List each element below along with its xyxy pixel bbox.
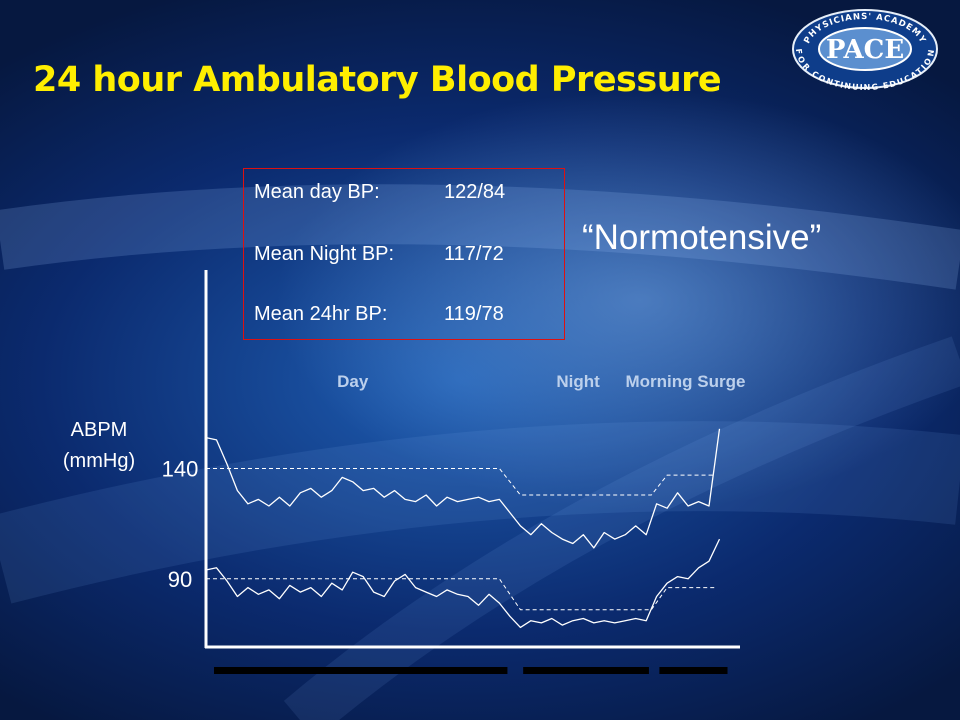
logo-main-text: PACE [826,35,904,65]
period-label: Day [337,372,369,391]
mean-night-row: Mean Night BP: 117/72 [254,243,504,266]
period-label: Morning Surge [625,372,745,391]
mean-24hr-row: Mean 24hr BP: 119/78 [254,303,504,326]
period-bars [214,667,728,674]
mean-24hr-label: Mean 24hr BP: [254,303,388,325]
y-axis-label-line1: ABPM [71,419,128,441]
y-ticks: 140 90 [162,457,199,592]
bp-trace-line [205,428,721,549]
pace-logo: PHYSICIANS' ACADEMY FOR CONTINUING EDUCA… [792,9,938,90]
y-axis-label-line2: (mmHg) [63,450,135,472]
period-bar [214,667,508,674]
classification-label: “Normotensive” [582,218,822,257]
reference-line [206,468,715,496]
period-labels: Day Night Morning Surge [337,372,745,391]
mean-day-row: Mean day BP: 122/84 [254,181,505,204]
slide-title: 24 hour Ambulatory Blood Pressure [33,60,722,100]
y-tick-label: 90 [168,567,192,592]
y-tick-label: 140 [162,457,199,482]
period-bar [659,667,728,674]
mean-day-value: 122/84 [444,181,506,203]
series-layer [205,428,721,629]
mean-bp-box: Mean day BP: 122/84 Mean Night BP: 117/7… [243,168,565,340]
mean-night-label: Mean Night BP: [254,243,395,265]
mean-day-label: Mean day BP: [254,181,380,203]
mean-night-value: 117/72 [444,243,504,265]
period-bar [523,667,649,674]
bp-trace-line [205,538,721,629]
period-label: Night [556,372,600,391]
mean-24hr-value: 119/78 [444,303,504,325]
